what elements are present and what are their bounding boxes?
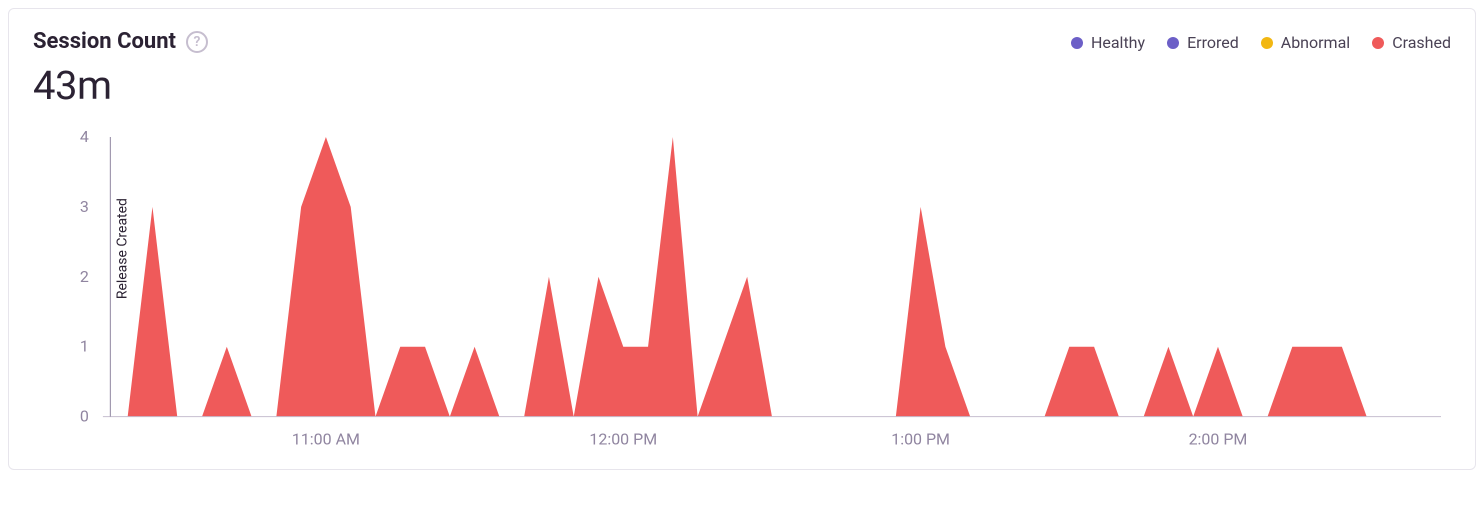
legend-item-abnormal[interactable]: Abnormal — [1261, 33, 1350, 52]
y-tick-label: 2 — [80, 267, 89, 286]
header-row: Session Count ? Healthy Errored Abnormal Cr… — [33, 29, 1451, 54]
y-tick-label: 1 — [80, 337, 89, 356]
legend-dot-icon — [1261, 37, 1273, 49]
legend-item-healthy[interactable]: Healthy — [1071, 33, 1145, 52]
release-created-label: Release Created — [114, 198, 130, 299]
y-tick-label: 4 — [80, 127, 89, 146]
legend-dot-icon — [1167, 37, 1179, 49]
session-count-chart: 0 1 2 3 4 11:00 AM 12:00 PM 1:00 PM 2:00 PM Relea… — [33, 127, 1451, 457]
title-wrap: Session Count ? — [33, 29, 208, 54]
legend-label: Crashed — [1392, 33, 1451, 52]
legend-label: Healthy — [1091, 33, 1145, 52]
y-tick-label: 0 — [80, 407, 89, 426]
chart-legend: Healthy Errored Abnormal Crashed — [1071, 29, 1451, 52]
legend-label: Abnormal — [1281, 33, 1350, 52]
y-tick-label: 3 — [80, 197, 89, 216]
chart-container: 0 1 2 3 4 11:00 AM 12:00 PM 1:00 PM 2:00 PM Relea… — [33, 127, 1451, 457]
card-title: Session Count — [33, 29, 176, 54]
x-tick-label: 11:00 AM — [292, 430, 360, 449]
legend-label: Errored — [1187, 33, 1239, 52]
legend-dot-icon — [1372, 37, 1384, 49]
session-count-value: 43m — [33, 62, 1451, 109]
legend-item-crashed[interactable]: Crashed — [1372, 33, 1451, 52]
session-count-card: Session Count ? Healthy Errored Abnormal Cr… — [8, 8, 1476, 470]
x-tick-label: 12:00 PM — [589, 430, 657, 449]
x-tick-label: 1:00 PM — [891, 430, 950, 449]
series-crashed — [103, 137, 1441, 417]
help-icon[interactable]: ? — [186, 31, 208, 53]
legend-dot-icon — [1071, 37, 1083, 49]
x-tick-label: 2:00 PM — [1189, 430, 1248, 449]
legend-item-errored[interactable]: Errored — [1167, 33, 1239, 52]
